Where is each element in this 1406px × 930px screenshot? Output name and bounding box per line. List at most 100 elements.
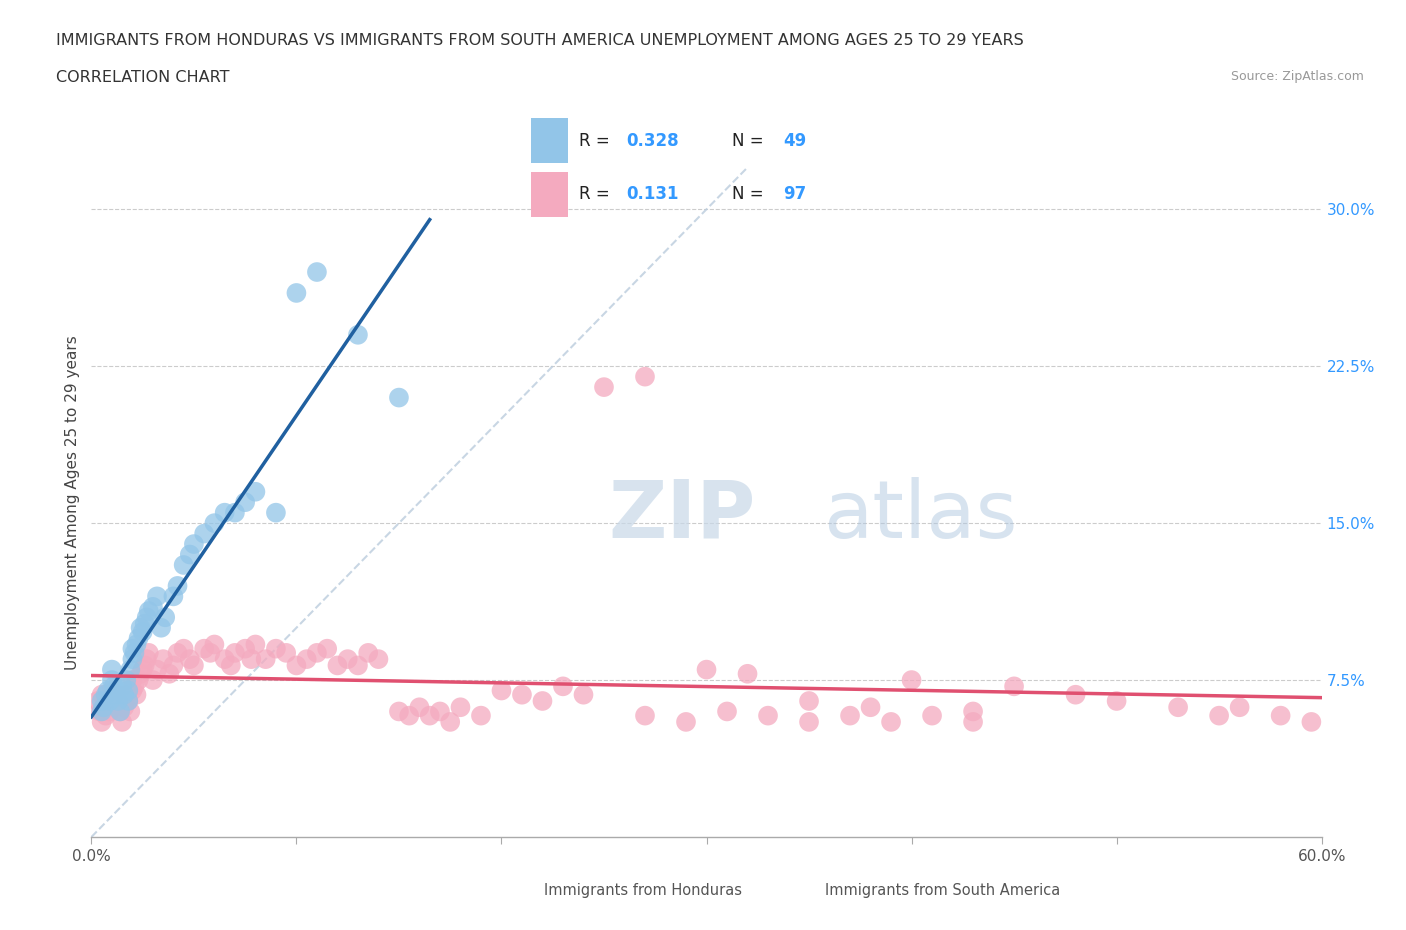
Point <box>103 687 125 702</box>
Point <box>295 652 318 667</box>
Point <box>756 709 779 724</box>
Point <box>214 652 236 667</box>
Point <box>224 645 246 660</box>
Point <box>135 652 157 667</box>
Point <box>675 714 697 729</box>
Point <box>408 700 430 715</box>
Text: Immigrants from South America: Immigrants from South America <box>825 883 1060 897</box>
Point <box>105 687 127 702</box>
Point <box>634 369 657 384</box>
Point <box>146 662 169 677</box>
Point <box>419 709 441 724</box>
Point <box>593 379 616 394</box>
Point <box>900 672 922 687</box>
Point <box>797 714 820 729</box>
Point <box>183 537 205 551</box>
Point <box>94 687 117 702</box>
Point <box>510 687 533 702</box>
Point <box>1301 714 1323 729</box>
Text: R =: R = <box>579 132 614 150</box>
Point <box>131 662 153 677</box>
Point <box>90 694 112 709</box>
Text: 97: 97 <box>783 185 807 204</box>
Point <box>108 704 131 719</box>
Point <box>111 679 134 694</box>
Point <box>101 694 124 709</box>
Point <box>117 694 139 709</box>
Point <box>316 642 339 657</box>
Point <box>129 667 152 682</box>
Point <box>98 704 121 719</box>
Point <box>305 645 328 660</box>
Point <box>86 694 108 709</box>
Point <box>173 558 195 573</box>
Point <box>233 642 256 657</box>
Point <box>1208 709 1230 724</box>
Point <box>326 658 349 673</box>
Point <box>336 652 359 667</box>
Point <box>285 658 308 673</box>
Point <box>107 694 129 709</box>
Point <box>716 704 738 719</box>
Point <box>449 700 471 715</box>
Point <box>131 625 153 640</box>
Point <box>128 631 150 645</box>
Point <box>107 694 129 709</box>
Text: ZIP: ZIP <box>607 476 755 554</box>
Point <box>134 658 156 673</box>
FancyBboxPatch shape <box>531 172 568 217</box>
Point <box>1064 687 1087 702</box>
Text: 49: 49 <box>783 132 807 150</box>
Point <box>121 652 143 667</box>
Y-axis label: Unemployment Among Ages 25 to 29 years: Unemployment Among Ages 25 to 29 years <box>65 335 80 670</box>
Point <box>695 662 717 677</box>
Point <box>921 709 943 724</box>
Point <box>125 637 148 652</box>
Point <box>115 687 138 702</box>
Point <box>105 683 127 698</box>
Point <box>142 672 165 687</box>
Point <box>121 672 143 687</box>
Point <box>157 667 180 682</box>
Point <box>166 645 188 660</box>
Point <box>101 662 124 677</box>
Point <box>880 714 903 729</box>
Point <box>551 679 574 694</box>
Point <box>388 704 411 719</box>
Point <box>491 683 513 698</box>
Point <box>101 672 124 687</box>
Point <box>193 526 215 541</box>
Text: N =: N = <box>733 185 769 204</box>
Point <box>183 658 205 673</box>
Point <box>439 714 461 729</box>
Point <box>112 687 135 702</box>
Point <box>93 700 115 715</box>
Text: 0.328: 0.328 <box>626 132 679 150</box>
Point <box>129 620 152 635</box>
Point <box>1002 679 1025 694</box>
Point <box>112 700 135 715</box>
Point <box>97 683 120 698</box>
Point <box>388 391 411 405</box>
Text: 0.131: 0.131 <box>626 185 679 204</box>
Text: Immigrants from Honduras: Immigrants from Honduras <box>544 883 742 897</box>
Point <box>962 714 984 729</box>
Point <box>193 642 215 657</box>
Text: Source: ZipAtlas.com: Source: ZipAtlas.com <box>1230 70 1364 83</box>
Point <box>1229 700 1251 715</box>
Text: N =: N = <box>733 132 769 150</box>
Point <box>1105 694 1128 709</box>
Point <box>179 652 201 667</box>
Point <box>202 516 225 531</box>
Point <box>264 505 287 520</box>
Point <box>347 327 370 342</box>
Point <box>470 709 492 724</box>
Point <box>240 652 263 667</box>
Point <box>124 645 146 660</box>
Point <box>531 694 554 709</box>
Point <box>121 683 143 698</box>
Point <box>254 652 277 667</box>
Point <box>1167 700 1189 715</box>
Point <box>797 694 820 709</box>
Point <box>179 547 201 562</box>
